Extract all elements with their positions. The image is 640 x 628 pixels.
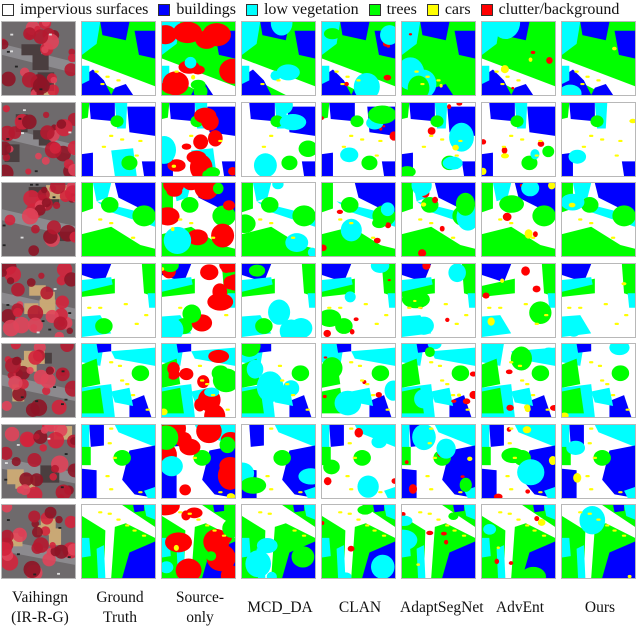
input-image xyxy=(1,504,76,579)
column-label-mcd-da: MCD_DA xyxy=(240,598,320,618)
segmentation-map-mcd-da xyxy=(241,21,316,96)
legend-item-trees: trees xyxy=(368,1,417,19)
segmentation-map-advent xyxy=(481,102,556,177)
segmentation-map-clan xyxy=(321,102,396,177)
segmentation-map-ground-truth xyxy=(81,424,156,499)
segmentation-map-ground-truth xyxy=(81,343,156,418)
column-label-line: MCD_DA xyxy=(247,599,313,616)
column-label-line: (IR-R-G) xyxy=(11,609,69,626)
input-image xyxy=(1,182,76,257)
segmentation-map-ours xyxy=(561,424,636,499)
segmentation-map-ours xyxy=(561,263,636,338)
segmentation-map-mcd-da xyxy=(241,182,316,257)
segmentation-map-advent xyxy=(481,424,556,499)
segmentation-map-source-only xyxy=(161,21,236,96)
segmentation-map-mcd-da xyxy=(241,424,316,499)
column-label-source-only: Source- only xyxy=(160,588,240,628)
input-image xyxy=(1,21,76,96)
column-label-line: Ground xyxy=(96,589,144,606)
legend-label: trees xyxy=(386,1,417,18)
segmentation-map-clan xyxy=(321,424,396,499)
column-label-line: Vaihingn xyxy=(12,589,68,606)
segmentation-map-source-only xyxy=(161,424,236,499)
segmentation-map-advent xyxy=(481,343,556,418)
segmentation-map-adaptsegnet xyxy=(401,504,476,579)
segmentation-map-ground-truth xyxy=(81,21,156,96)
segmentation-map-advent xyxy=(481,263,556,338)
segmentation-map-clan xyxy=(321,263,396,338)
column-label-input: Vaihingn (IR-R-G) xyxy=(0,588,80,628)
legend-label: buildings xyxy=(176,1,236,18)
column-label-line: Truth xyxy=(103,609,137,626)
segmentation-map-ground-truth xyxy=(81,182,156,257)
segmentation-map-ours xyxy=(561,504,636,579)
segmentation-map-mcd-da xyxy=(241,343,316,418)
column-label-line: Source- xyxy=(175,589,225,606)
legend-item-cars: cars xyxy=(426,1,471,19)
input-image xyxy=(1,424,76,499)
swatch-impervious-icon xyxy=(2,4,14,16)
legend-label: cars xyxy=(444,1,471,18)
swatch-cars-icon xyxy=(426,4,439,16)
segmentation-map-clan xyxy=(321,504,396,579)
legend-item-buildings: buildings xyxy=(158,1,236,19)
swatch-buildings-icon xyxy=(158,4,171,16)
legend-item-low-vegetation: low vegetation xyxy=(245,1,359,19)
segmentation-map-advent xyxy=(481,182,556,257)
legend-label: clutter/background xyxy=(498,1,620,18)
legend-label: low vegetation xyxy=(263,1,359,18)
legend-item-clutter: clutter/background xyxy=(480,1,620,19)
segmentation-map-source-only xyxy=(161,102,236,177)
column-label-line: AdvEnt xyxy=(495,599,545,616)
segmentation-map-adaptsegnet xyxy=(401,424,476,499)
column-label-line: AdaptSegNet xyxy=(400,599,484,616)
segmentation-map-source-only xyxy=(161,182,236,257)
column-label-clan: CLAN xyxy=(320,598,400,618)
segmentation-map-adaptsegnet xyxy=(401,182,476,257)
column-label-ours: Ours xyxy=(560,598,640,618)
swatch-low-vegetation-icon xyxy=(245,4,258,16)
segmentation-map-ours xyxy=(561,102,636,177)
segmentation-map-clan xyxy=(321,182,396,257)
column-label-line: only xyxy=(186,609,214,626)
legend: impervious surfaces buildings low vegeta… xyxy=(0,0,640,20)
segmentation-map-ground-truth xyxy=(81,263,156,338)
segmentation-map-adaptsegnet xyxy=(401,21,476,96)
segmentation-map-ours xyxy=(561,182,636,257)
segmentation-map-source-only xyxy=(161,504,236,579)
column-label-adaptsegnet: AdaptSegNet xyxy=(400,598,484,618)
column-label-line: CLAN xyxy=(338,599,382,616)
input-image xyxy=(1,102,76,177)
legend-label: impervious surfaces xyxy=(20,1,149,18)
column-label-line: Ours xyxy=(584,599,616,616)
segmentation-map-ours xyxy=(561,21,636,96)
swatch-trees-icon xyxy=(368,4,381,16)
segmentation-map-mcd-da xyxy=(241,263,316,338)
segmentation-map-source-only xyxy=(161,343,236,418)
segmentation-map-source-only xyxy=(161,263,236,338)
segmentation-map-adaptsegnet xyxy=(401,263,476,338)
input-image xyxy=(1,263,76,338)
swatch-clutter-icon xyxy=(480,4,493,16)
segmentation-map-mcd-da xyxy=(241,102,316,177)
segmentation-map-adaptsegnet xyxy=(401,102,476,177)
column-label-advent: AdvEnt xyxy=(480,598,560,618)
segmentation-map-ours xyxy=(561,343,636,418)
segmentation-map-advent xyxy=(481,21,556,96)
segmentation-map-clan xyxy=(321,343,396,418)
segmentation-map-mcd-da xyxy=(241,504,316,579)
segmentation-map-ground-truth xyxy=(81,504,156,579)
segmentation-map-clan xyxy=(321,21,396,96)
segmentation-map-advent xyxy=(481,504,556,579)
segmentation-map-adaptsegnet xyxy=(401,343,476,418)
legend-item-impervious: impervious surfaces xyxy=(2,1,148,19)
column-label-ground-truth: Ground Truth xyxy=(80,588,160,628)
input-image xyxy=(1,343,76,418)
segmentation-map-ground-truth xyxy=(81,102,156,177)
